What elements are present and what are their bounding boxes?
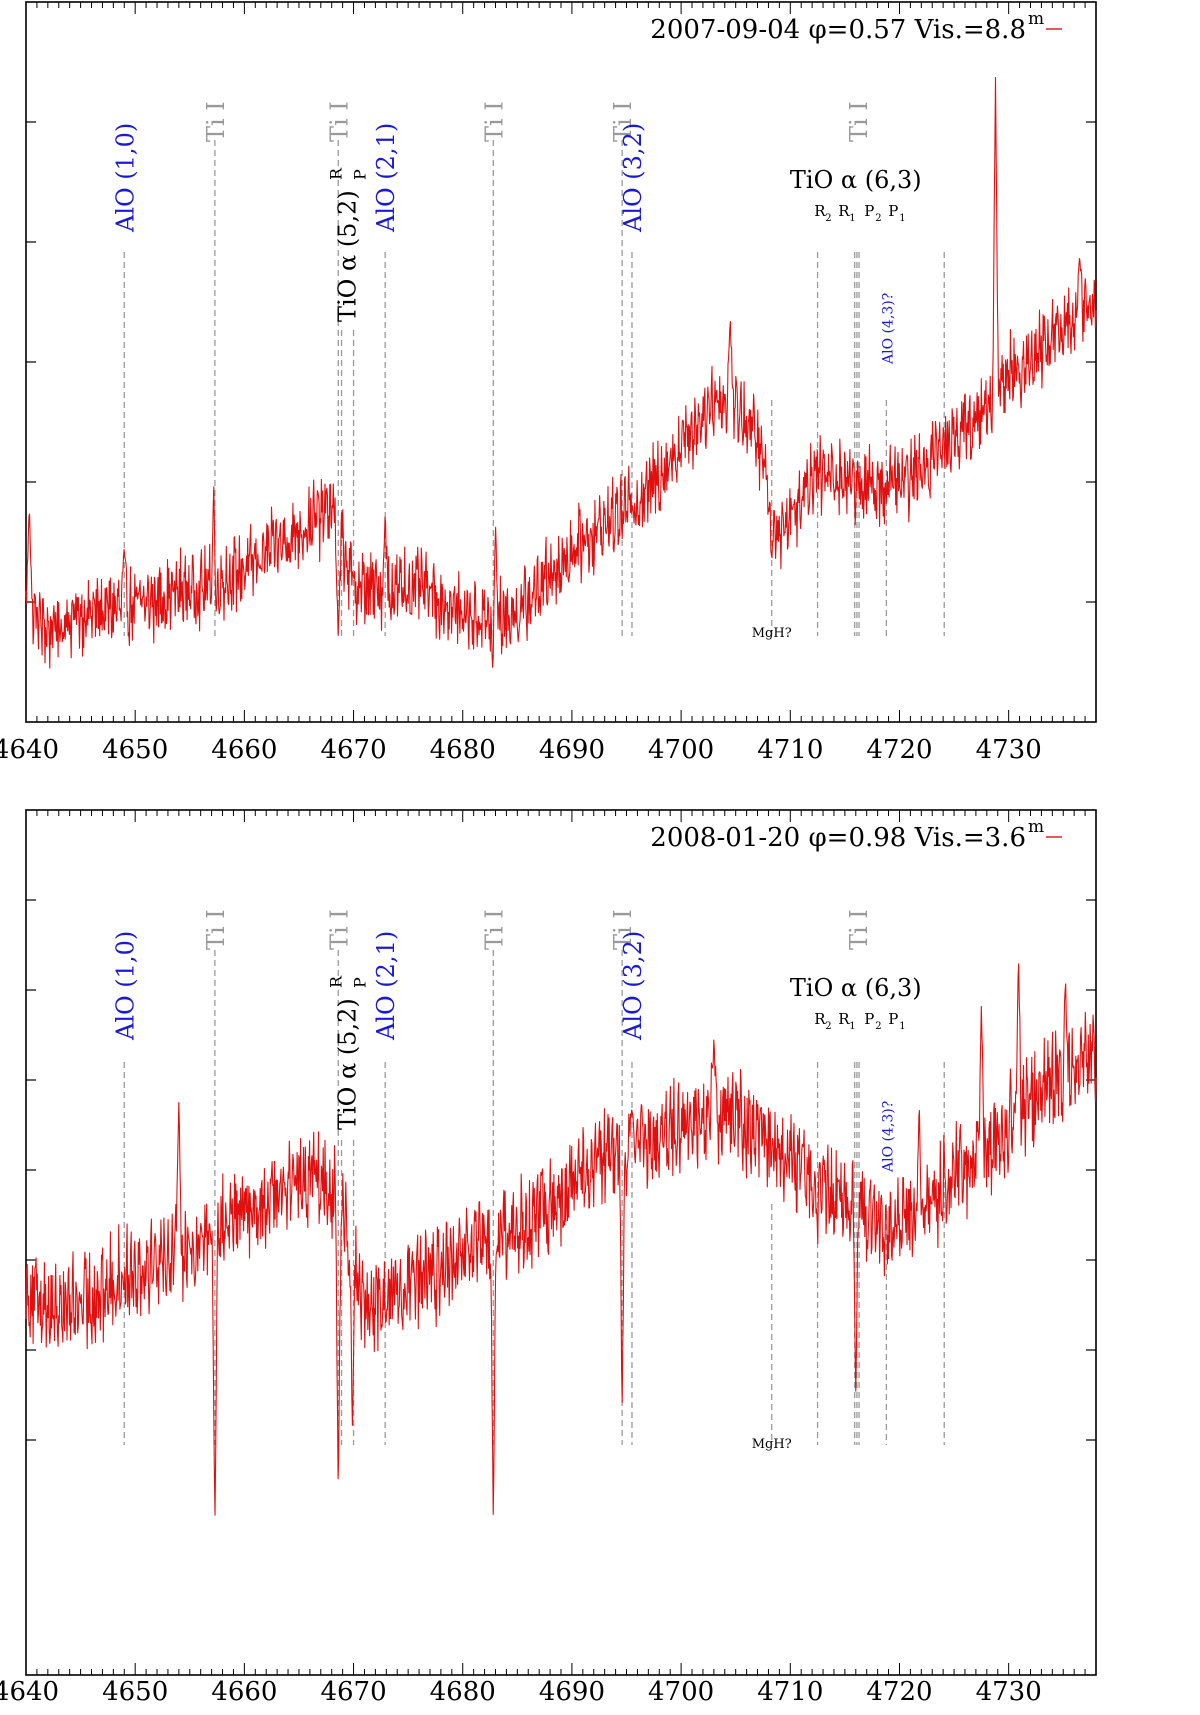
tio-branch-superscript: R [327, 167, 346, 180]
tio-branch-label: R [838, 202, 850, 220]
tii-line-label: Ti I [609, 909, 637, 950]
tio-branch-label: P [864, 1010, 874, 1028]
x-tick-label: 4730 [976, 1677, 1042, 1707]
x-tick-label: 4690 [539, 735, 605, 765]
mgh-label: MgH? [752, 1437, 792, 1452]
tio-branch-label: R [838, 1010, 850, 1028]
spectrum-series [25, 963, 1097, 1516]
x-tick-label: 4640 [0, 1677, 59, 1707]
tio-branch-index: 1 [849, 1021, 855, 1032]
tio-branch-index: 1 [899, 1021, 905, 1032]
tio-branch-index: 2 [875, 213, 881, 224]
x-tick-label: 4720 [866, 1677, 932, 1707]
x-tick-label: 4690 [539, 1677, 605, 1707]
x-tick-label: 4660 [211, 735, 277, 765]
x-tick-label: 4730 [976, 735, 1042, 765]
tii-line-label: Ti I [480, 909, 508, 950]
tio-branch-index: 1 [849, 213, 855, 224]
x-tick-label: 4660 [211, 1677, 277, 1707]
tii-line-label: Ti I [480, 101, 508, 142]
x-tick-label: 4680 [430, 735, 496, 765]
tii-line-label: Ti I [202, 101, 230, 142]
tii-line-label: Ti I [325, 909, 353, 950]
x-tick-label: 4700 [648, 1677, 714, 1707]
mgh-label: MgH? [752, 626, 792, 641]
spectrum-panel-2007: 4640 4650 4660 4670 4680 4690 4700 4710 4720 4730… [0, 1, 1097, 765]
aio-small-label: AlO (4,3)? [880, 1101, 896, 1173]
legend-superscript: m [1028, 817, 1044, 837]
x-tick-label: 4720 [866, 735, 932, 765]
tio-branch-label: R [814, 202, 826, 220]
tio-band-label: TiO α (5,2) [334, 998, 362, 1130]
tio-branch-label: P [888, 202, 898, 220]
x-tick-label: 4670 [320, 735, 386, 765]
tio-branch-index: 2 [875, 1021, 881, 1032]
tio-branch-superscript: R [327, 975, 346, 988]
tio-branch-subscript: P [351, 977, 370, 988]
aio-band-label: AlO (3,2) [619, 123, 647, 233]
tii-line-label: Ti I [325, 101, 353, 142]
aio-band-label: AlO (1,0) [111, 123, 139, 233]
tii-line-label: Ti I [202, 909, 230, 950]
aio-band-label: AlO (2,1) [372, 931, 400, 1041]
aio-band-label: AlO (3,2) [619, 931, 647, 1041]
x-tick-label: 4640 [0, 735, 59, 765]
legend-superscript: m [1028, 9, 1044, 29]
tio-branch-index: 1 [899, 213, 905, 224]
x-tick-label: 4670 [320, 1677, 386, 1707]
x-tick-label: 4710 [757, 1677, 823, 1707]
x-tick-label: 4710 [757, 735, 823, 765]
x-tick-label: 4700 [648, 735, 714, 765]
tio-branch-index: 2 [825, 1021, 831, 1032]
legend-label: 2008-01-20 φ=0.98 Vis.=3.6 [650, 823, 1026, 853]
tio-band-label: TiO α (5,2) [334, 190, 362, 322]
tio-branch-label: P [888, 1010, 898, 1028]
tio-head-label: TiO α (6,3) [790, 166, 922, 194]
x-tick-label: 4650 [102, 735, 168, 765]
tio-branch-index: 2 [825, 213, 831, 224]
x-tick-label: 4650 [102, 1677, 168, 1707]
spectrum-panel-2008: 4640 4650 4660 4670 4680 4690 4700 4710 4720 4730… [0, 809, 1097, 1707]
tii-line-label: Ti I [845, 101, 873, 142]
spectrum-series [25, 77, 1097, 669]
tio-branch-subscript: P [351, 169, 370, 180]
legend-label: 2007-09-04 φ=0.57 Vis.=8.8 [650, 15, 1026, 45]
tio-head-label: TiO α (6,3) [790, 974, 922, 1002]
tii-line-label: Ti I [845, 909, 873, 950]
x-tick-label: 4680 [430, 1677, 496, 1707]
aio-small-label: AlO (4,3)? [880, 293, 896, 365]
tii-line-label: Ti I [609, 101, 637, 142]
aio-band-label: AlO (2,1) [372, 123, 400, 233]
tio-branch-label: P [864, 202, 874, 220]
tio-branch-label: R [814, 1010, 826, 1028]
aio-band-label: AlO (1,0) [111, 931, 139, 1041]
